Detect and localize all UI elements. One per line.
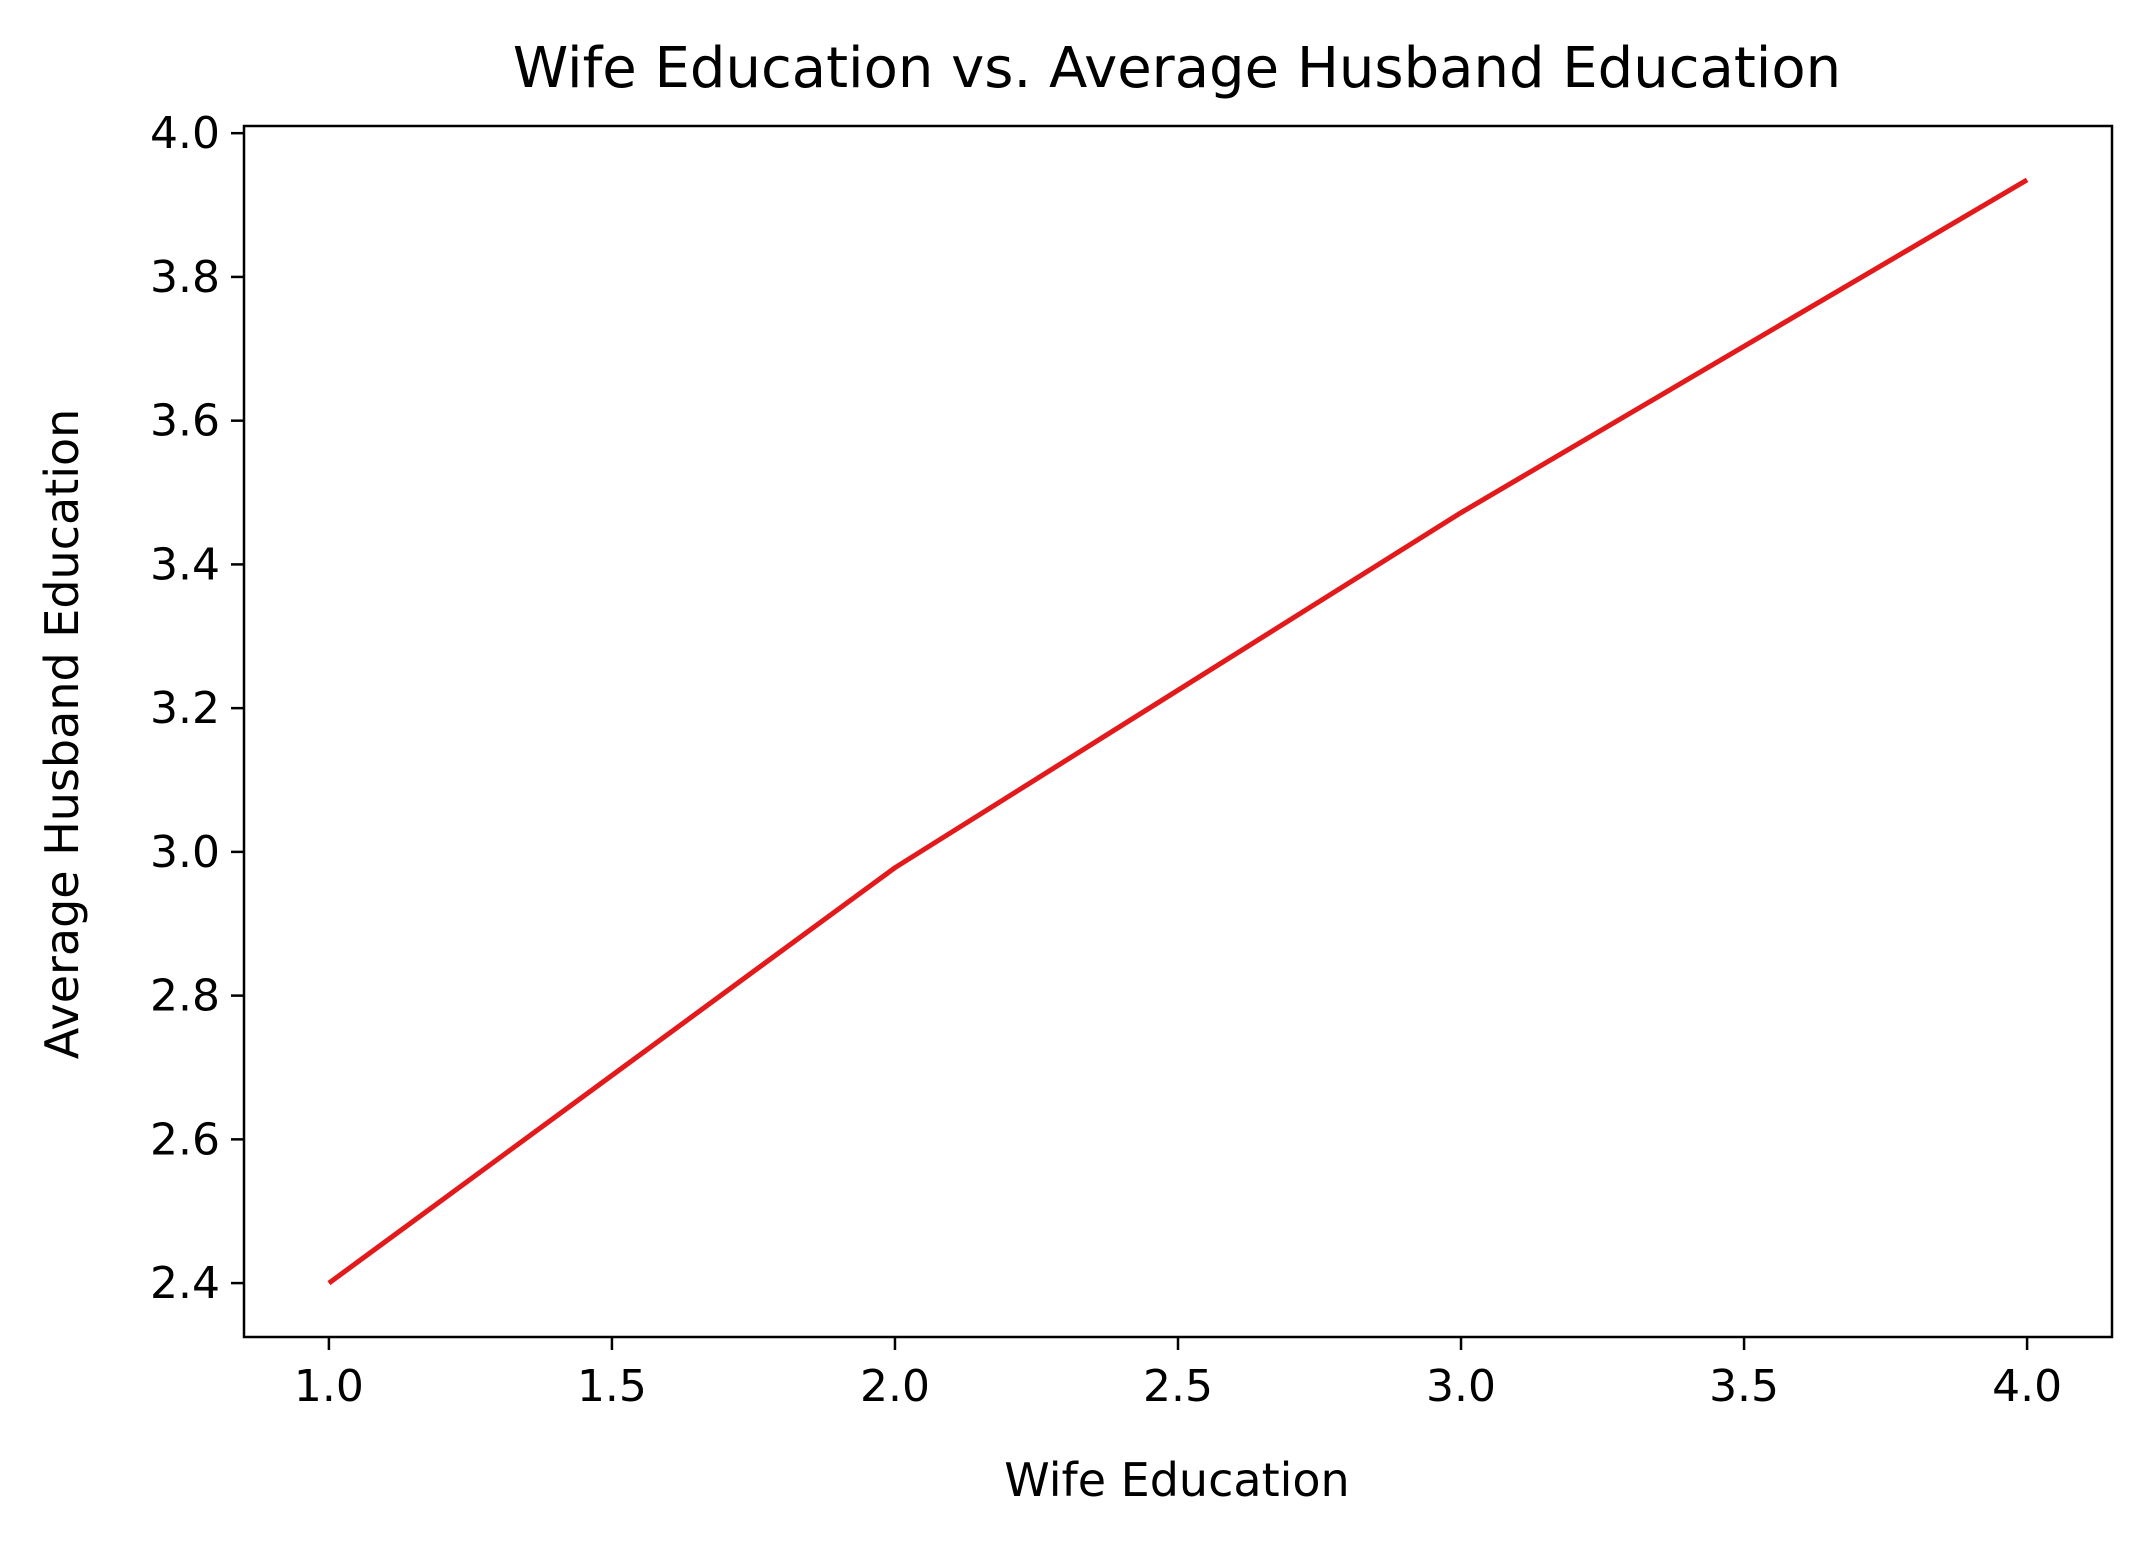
- series-line-0: [327, 177, 2029, 1286]
- x-tick-label-2: 2.0: [860, 1361, 930, 1412]
- x-tick-label-3: 2.5: [1143, 1361, 1213, 1412]
- y-tick-label-1: 2.6: [150, 1114, 220, 1165]
- x-tick-label-1: 1.5: [577, 1361, 647, 1412]
- y-tick-label-6: 3.6: [150, 396, 220, 447]
- y-tick-label-7: 3.8: [150, 252, 220, 303]
- y-tick-label-0: 2.4: [150, 1258, 220, 1309]
- x-axis-title: Wife Education: [1004, 1453, 1349, 1507]
- y-tick-label-3: 3.0: [150, 827, 220, 878]
- x-tick-label-4: 3.0: [1426, 1361, 1496, 1412]
- x-tick-label-5: 3.5: [1709, 1361, 1779, 1412]
- y-tick-label-2: 2.8: [150, 971, 220, 1022]
- plot-area: 1.0 1.5 2.0 2.5 3.0 3.5 4.0 2.4 2.6 2.8 3.0 3.2 3.4 3…: [150, 108, 2114, 1412]
- y-tick-label-5: 3.4: [150, 539, 220, 590]
- y-axis-title: Average Husband Education: [35, 409, 89, 1060]
- x-tick-label-6: 4.0: [1992, 1361, 2062, 1412]
- x-tick-label-0: 1.0: [294, 1361, 364, 1412]
- y-tick-label-8: 4.0: [150, 108, 220, 159]
- chart-title: Wife Education vs. Average Husband Educa…: [513, 36, 1841, 101]
- y-tick-label-4: 3.2: [150, 683, 220, 734]
